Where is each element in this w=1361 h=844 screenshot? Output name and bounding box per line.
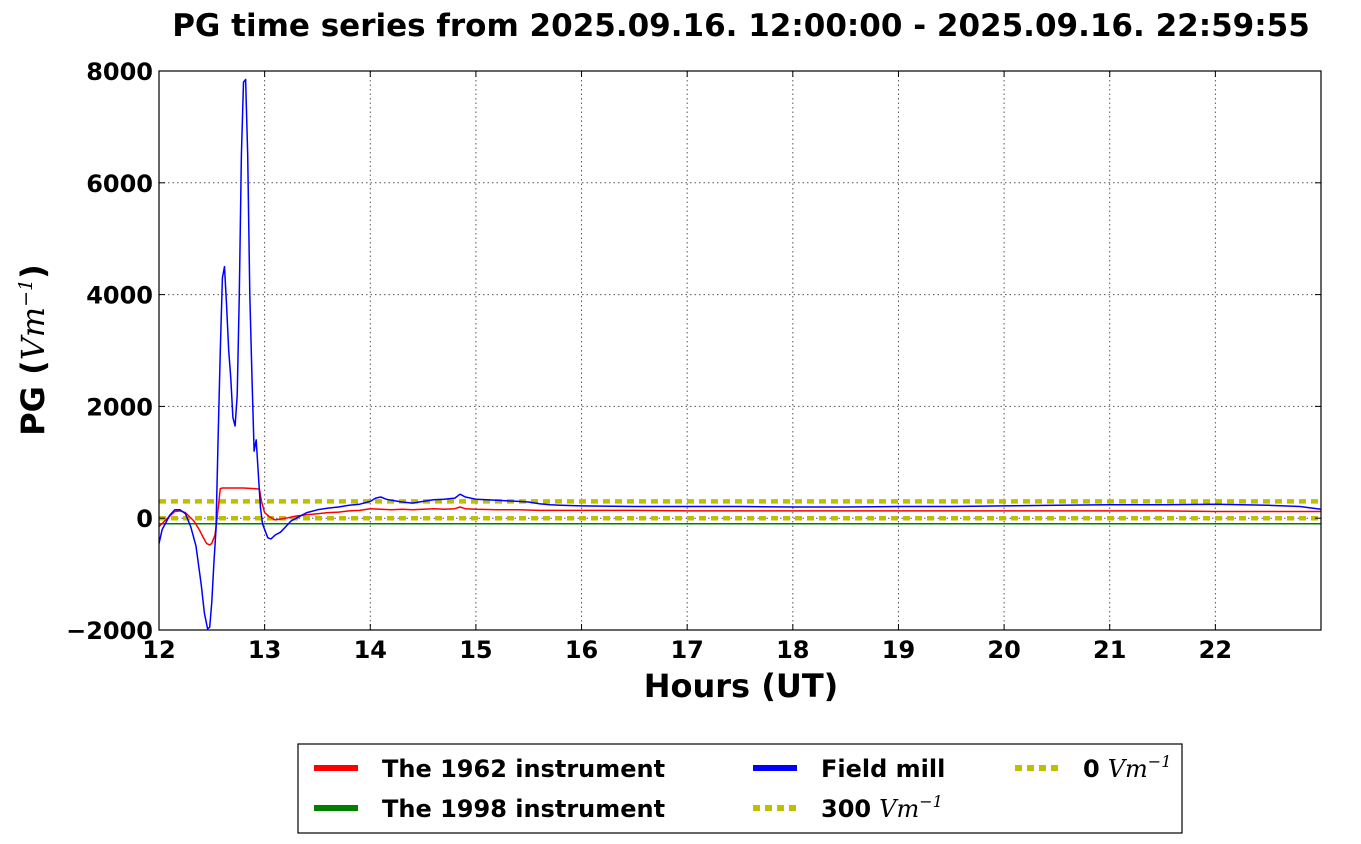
y-axis-label-unit-exp: −1: [15, 279, 37, 307]
y-axis-label-unit: Vm: [14, 307, 52, 360]
y-axis-label-text: PG (: [14, 360, 52, 435]
legend: The 1962 instrument The 1998 instrument Fi…: [297, 743, 1183, 834]
grid: [159, 71, 1321, 630]
legend-label: Field mill: [821, 755, 945, 783]
x-tick-label: 18: [776, 636, 809, 664]
y-axis-label-group: PG (Vm−1): [14, 264, 52, 436]
x-tick-label: 15: [459, 636, 492, 664]
tick-labels: 12 13 14 15 16 17 18 19 20 21 22 −2000 0 2000 4000 6000…: [66, 58, 1232, 664]
plot-lines: [158, 78, 1322, 630]
legend-label: The 1998 instrument: [382, 795, 665, 823]
x-tick-label: 21: [1093, 636, 1126, 664]
y-tick-label: 8000: [86, 58, 153, 86]
legend-label: 300 Vm−1: [821, 792, 943, 823]
series-line-2: [158, 78, 1322, 630]
legend-label: The 1962 instrument: [382, 755, 665, 783]
y-tick-label: −2000: [66, 617, 153, 645]
x-tick-label: 20: [987, 636, 1020, 664]
legend-label: 0 Vm−1: [1083, 752, 1171, 783]
x-axis-label: Hours (UT): [644, 667, 839, 705]
y-tick-label: 2000: [86, 393, 153, 421]
y-tick-label: 6000: [86, 170, 153, 198]
y-axis-label: PG (Vm−1): [14, 264, 52, 436]
x-tick-label: 13: [248, 636, 281, 664]
x-tick-label: 16: [565, 636, 598, 664]
x-tick-label: 14: [354, 636, 387, 664]
x-tick-label: 12: [142, 636, 175, 664]
y-tick-label: 0: [136, 505, 153, 533]
x-tick-label: 19: [882, 636, 915, 664]
plot-frame: [158, 70, 1322, 631]
y-axis-label-close: ): [14, 264, 52, 279]
y-tick-label: 4000: [86, 282, 153, 310]
x-tick-label: 22: [1199, 636, 1232, 664]
series-line-0: [158, 487, 1321, 546]
x-tick-label: 17: [670, 636, 703, 664]
ticks: [158, 70, 1321, 631]
legend-box: [297, 743, 1183, 834]
chart-title: PG time series from 2025.09.16. 12:00:00…: [172, 8, 1310, 44]
